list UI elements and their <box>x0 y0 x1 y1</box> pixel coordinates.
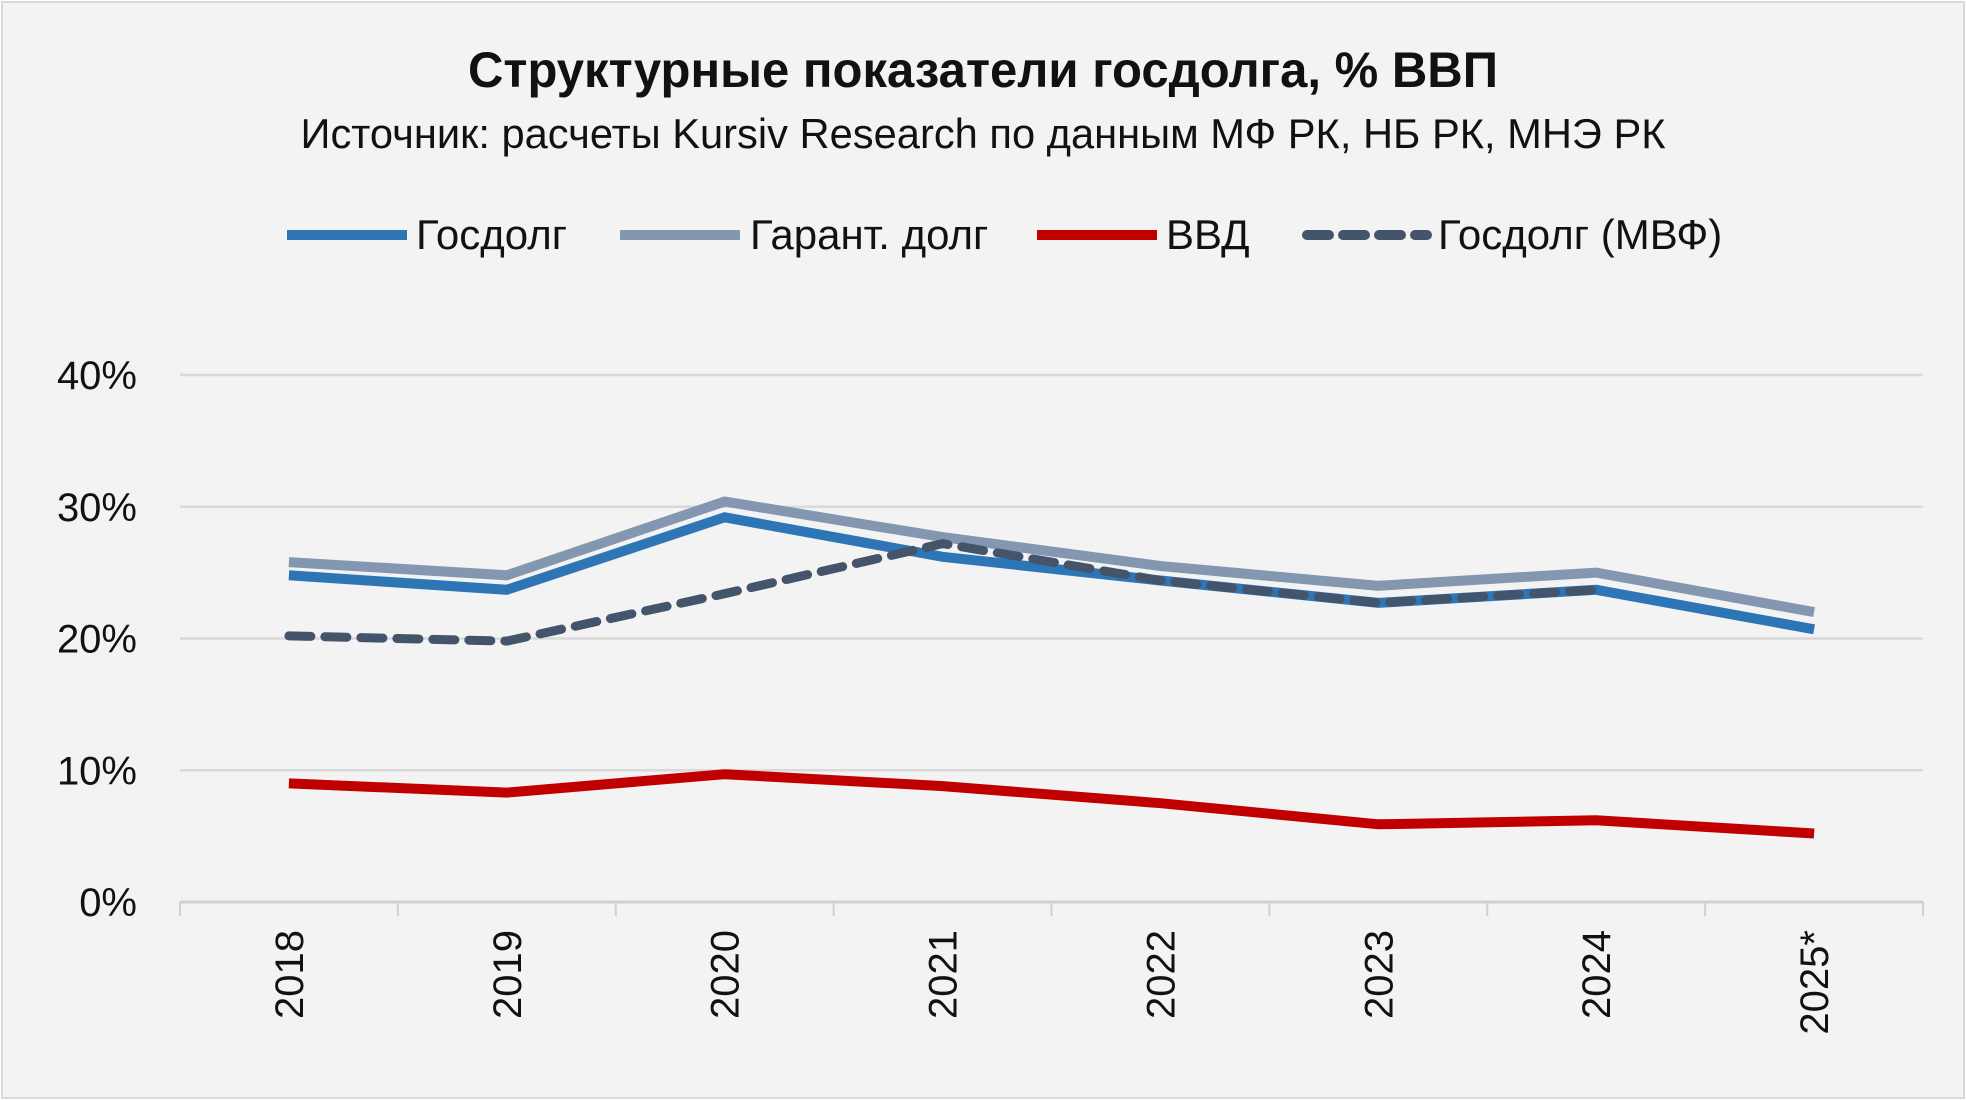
y-tick-label: 0% <box>79 881 137 925</box>
series-line-3 <box>284 539 1601 646</box>
legend-item: Госдолг (МВФ) <box>1302 211 1722 258</box>
series-line-1 <box>288 496 1815 618</box>
y-tick-label: 10% <box>57 749 137 793</box>
series-line-2 <box>288 769 1815 839</box>
y-tick-label: 40% <box>57 354 137 398</box>
x-tick-label: 2024 <box>1575 930 1619 1019</box>
x-tick-label: 2023 <box>1357 930 1401 1019</box>
x-tick-label: 2025* <box>1793 930 1837 1035</box>
x-tick-label: 2022 <box>1139 930 1183 1019</box>
legend-label: Госдолг <box>416 211 567 258</box>
axes: 0% 10% 20% 30% 40% 2018 2019 2020 2021 2022 2023 20… <box>57 354 1924 1035</box>
series-lines <box>284 496 1815 839</box>
legend-item: ВВД <box>1037 211 1250 258</box>
legend-label: Гарант. долг <box>750 211 988 258</box>
chart-subtitle: Источник: расчеты Kursiv Research по дан… <box>301 110 1667 157</box>
x-tick-label: 2021 <box>922 930 966 1019</box>
x-tick-label: 2018 <box>268 930 312 1019</box>
legend-item: Гарант. долг <box>620 211 988 258</box>
legend-item: Госдолг <box>287 211 567 258</box>
legend: Госдолг Гарант. долг ВВД Госдолг (МВФ) <box>287 211 1722 258</box>
y-tick-label: 20% <box>57 618 137 662</box>
y-tick-label: 30% <box>57 486 137 530</box>
legend-label: ВВД <box>1166 211 1250 258</box>
x-tick-label: 2019 <box>486 930 530 1019</box>
legend-label: Госдолг (МВФ) <box>1438 211 1722 258</box>
chart-title: Структурные показатели госдолга, % ВВП <box>468 42 1498 98</box>
x-tick-label: 2020 <box>704 930 748 1019</box>
